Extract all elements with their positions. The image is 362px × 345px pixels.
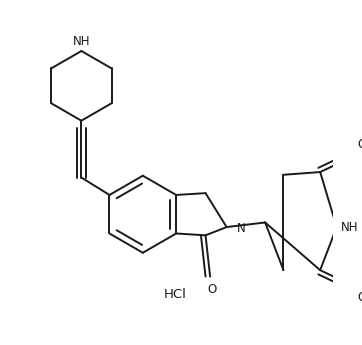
Text: NH: NH bbox=[73, 35, 90, 48]
Text: O: O bbox=[207, 283, 216, 296]
Text: O: O bbox=[358, 291, 362, 304]
Text: HCl: HCl bbox=[164, 287, 186, 300]
Text: NH: NH bbox=[341, 221, 358, 235]
Text: N: N bbox=[237, 223, 246, 235]
Text: O: O bbox=[358, 138, 362, 151]
